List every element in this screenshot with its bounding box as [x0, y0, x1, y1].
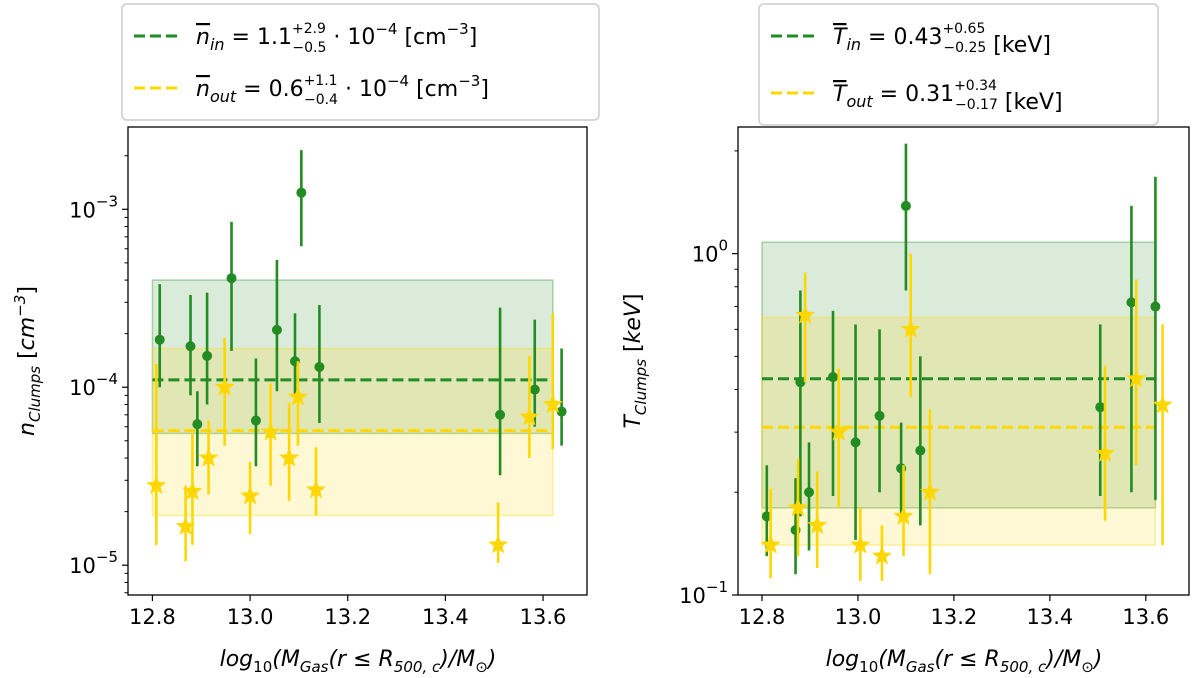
temperature-in-point — [874, 410, 885, 421]
density-legend-frame — [121, 3, 600, 121]
density-x-tick-label: 13.4 — [422, 605, 469, 629]
density-in-point — [192, 419, 203, 430]
temperature-y-axis-label: TClumps [keV] — [621, 293, 650, 428]
temperature-legend: Tin = 0.43+0.65 −0.25 [keV] Tout = 0.31+0.… — [758, 3, 1159, 126]
density-axes-frame — [127, 126, 588, 596]
density-out-point — [214, 376, 235, 396]
temperature-out-point — [795, 304, 816, 324]
temperature-out-point — [1095, 442, 1116, 462]
density-in-point — [226, 273, 237, 284]
density-x-tick-label: 13.0 — [227, 605, 274, 629]
temperature-x-tick-label: 13.0 — [835, 605, 882, 629]
temperature-x-tick-label: 12.8 — [739, 605, 786, 629]
temperature-in-point — [827, 372, 838, 383]
temperature-in-point — [761, 511, 772, 522]
temperature-x-tick-label: 13.4 — [1026, 605, 1073, 629]
temperature-in-band — [761, 241, 1157, 509]
temperature-in-point — [915, 445, 926, 456]
density-x-tick-label: 13.6 — [520, 605, 567, 629]
density-out-point — [306, 479, 326, 499]
temperature-panel: 12.8 13.0 13.2 13.4 13.6 10−1 100 log10(MGas(r… — [621, 3, 1190, 676]
temperature-out-point — [893, 505, 914, 525]
temperature-legend-in-label: Tin = 0.43+0.65 −0.25 [keV] — [833, 21, 1051, 58]
density-y-axis-label: nClumps [cm−3] — [11, 286, 44, 436]
temperature-legend-out-label: Tout = 0.31+0.34 −0.17 [keV] — [833, 78, 1063, 115]
density-legend-in-label: nin = 1.1+2.9 −0.5 · 10−4 [cm−3] — [196, 20, 477, 56]
temperature-x-tick-label: 13.2 — [931, 605, 978, 629]
temperature-ticks: 12.8 13.0 13.2 13.4 13.6 10−1 100 — [679, 150, 1169, 629]
temperature-in-point — [850, 437, 861, 448]
density-out-point — [519, 406, 540, 426]
density-in-point — [202, 350, 213, 361]
density-out-point — [287, 386, 308, 406]
density-out-point — [488, 534, 509, 554]
temperature-in-point — [804, 487, 815, 498]
density-out-point — [240, 485, 261, 505]
density-out-point — [175, 515, 196, 535]
density-in-point — [556, 406, 567, 417]
density-out-point — [542, 393, 563, 413]
density-in-point — [495, 409, 506, 420]
density-y-tick-label: 10−3 — [69, 192, 118, 222]
density-legend-out-label: nout = 0.6+1.1 −0.4 · 10−4 [cm−3] — [196, 72, 489, 108]
temperature-x-axis-label: log10(MGas(r ≤ R500, c)/M⊙) — [826, 647, 1103, 676]
temperature-out-point — [760, 534, 781, 554]
density-ticks: 12.8 13.0 13.2 13.4 13.6 10−5 10−4 10−3 — [69, 155, 567, 629]
temperature-out-point — [828, 421, 849, 441]
temperature-out-point — [919, 481, 940, 501]
density-in-point — [314, 361, 325, 372]
temperature-in-point — [900, 200, 911, 211]
density-in-point — [250, 415, 261, 426]
density-out-point — [279, 447, 300, 467]
temperature-plot-area — [760, 143, 1173, 581]
temperature-in-point — [795, 377, 806, 388]
density-in-band — [151, 279, 554, 435]
temperature-out-point — [1152, 394, 1173, 414]
temperature-out-point — [787, 497, 808, 517]
temperature-axes-frame — [737, 126, 1190, 596]
density-in-point — [185, 341, 196, 352]
density-out-point — [146, 475, 167, 495]
density-x-tick-label: 13.2 — [324, 605, 371, 629]
density-x-tick-label: 12.8 — [129, 605, 176, 629]
temperature-out-point — [850, 534, 871, 554]
density-out-point — [260, 421, 281, 441]
temperature-y-tick-label: 100 — [692, 237, 728, 267]
temperature-y-tick-label: 10−1 — [679, 578, 728, 608]
temperature-out-point — [900, 318, 921, 338]
density-legend: nin = 1.1+2.9 −0.5 · 10−4 [cm−3] nout = 0.… — [121, 3, 600, 121]
temperature-out-point — [871, 545, 892, 565]
density-x-axis-label: log10(MGas(r ≤ R500, c)/M⊙) — [220, 647, 497, 676]
temperature-out-point — [1126, 368, 1147, 388]
density-in-point — [296, 187, 307, 198]
density-in-point — [271, 324, 282, 335]
density-in-point — [154, 334, 165, 345]
temperature-out-band — [761, 316, 1157, 546]
density-out-point — [182, 480, 203, 500]
temperature-legend-frame — [758, 3, 1159, 126]
temperature-out-point — [807, 514, 828, 534]
density-plot-area — [146, 150, 567, 563]
temperature-x-tick-label: 13.6 — [1122, 605, 1169, 629]
temperature-in-point — [1150, 301, 1161, 312]
temperature-in-point — [1095, 402, 1106, 413]
density-in-point — [529, 384, 540, 395]
density-y-tick-label: 10−4 — [69, 370, 118, 400]
temperature-in-point — [1126, 297, 1137, 308]
density-y-tick-label: 10−5 — [69, 548, 118, 578]
density-out-point — [198, 447, 219, 467]
density-panel: 12.8 13.0 13.2 13.4 13.6 10−5 10−4 10−3 log10(M… — [11, 3, 600, 676]
